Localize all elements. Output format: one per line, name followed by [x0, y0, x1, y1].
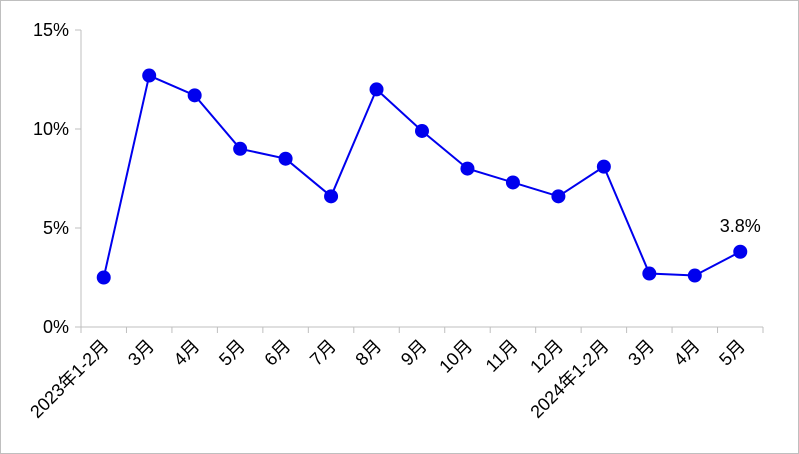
marker: [551, 189, 566, 204]
y-tick-label: 5%: [43, 218, 69, 238]
marker: [460, 161, 475, 176]
marker: [96, 270, 111, 285]
marker: [233, 141, 248, 156]
y-tick-label: 15%: [33, 20, 69, 40]
marker: [642, 266, 657, 281]
marker: [505, 175, 520, 190]
marker: [369, 82, 384, 97]
data-label: 3.8%: [720, 216, 761, 236]
marker: [687, 268, 702, 283]
marker: [415, 123, 429, 138]
marker: [187, 88, 202, 103]
y-tick-label: 10%: [33, 119, 69, 139]
marker: [278, 151, 293, 166]
marker: [733, 244, 748, 259]
marker: [596, 159, 611, 174]
y-tick-label: 0%: [43, 317, 69, 337]
marker: [142, 68, 157, 83]
marker: [324, 189, 339, 204]
